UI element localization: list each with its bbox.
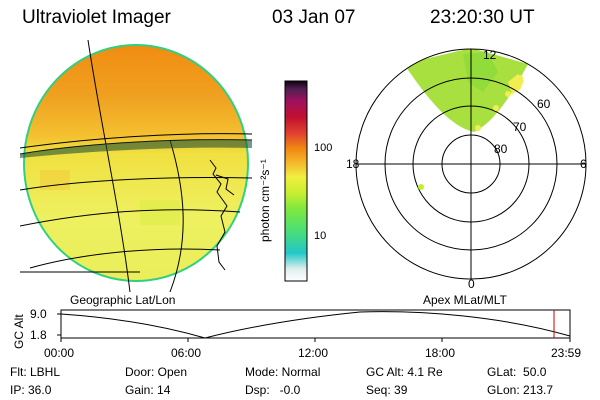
mlat-label-60: 60 — [537, 97, 551, 111]
colorbar-unit-label: photon cm⁻²s⁻¹ — [258, 159, 272, 242]
time-tick-0000: 00:00 — [44, 346, 75, 360]
color-scale-bar — [284, 80, 308, 282]
time-label: 23:20:30 UT — [430, 7, 535, 28]
time-tick-2359: 23:59 — [551, 346, 582, 360]
mlat-label-70: 70 — [513, 120, 527, 134]
gain-status: Gain: 14 — [125, 383, 171, 397]
alt-tick-1-8: 1.8 — [30, 328, 47, 342]
mlat-label-80: 80 — [494, 142, 508, 156]
seq-status: Seq: 39 — [366, 383, 408, 397]
geographic-label: Geographic Lat/Lon — [70, 293, 176, 307]
mlt-label-12: 12 — [483, 48, 497, 62]
filter-status: Flt: LBHL — [10, 365, 61, 379]
altitude-ylabel: GC Alt — [12, 314, 26, 349]
time-tick-1200: 12:00 — [298, 346, 329, 360]
colorbar-tick-10: 10 — [314, 230, 327, 242]
altitude-plot — [57, 309, 571, 342]
colorbar-tick-100: 100 — [314, 142, 333, 154]
glat-status: GLat: 50.0 — [487, 365, 547, 379]
gc-alt-status: GC Alt: 4.1 Re — [366, 365, 443, 379]
date-label: 03 Jan 07 — [272, 7, 356, 28]
instrument-title: Ultraviolet Imager — [22, 7, 171, 28]
mlt-label-18: 18 — [346, 157, 360, 171]
mlt-label-6: 6 — [580, 157, 587, 171]
time-tick-0600: 06:00 — [171, 346, 202, 360]
alt-tick-9: 9.0 — [30, 307, 47, 321]
mode-status: Mode: Normal — [245, 365, 321, 379]
glon-status: GLon: 213.7 — [487, 383, 554, 397]
apex-label: Apex MLat/MLT — [423, 293, 507, 307]
ip-status: IP: 36.0 — [10, 383, 52, 397]
geographic-image — [20, 40, 252, 292]
polar-plot — [355, 48, 587, 280]
door-status: Door: Open — [125, 365, 188, 379]
mlt-label-0: 0 — [468, 277, 475, 291]
time-tick-1800: 18:00 — [425, 346, 456, 360]
dsp-status: Dsp: -0.0 — [245, 383, 301, 397]
